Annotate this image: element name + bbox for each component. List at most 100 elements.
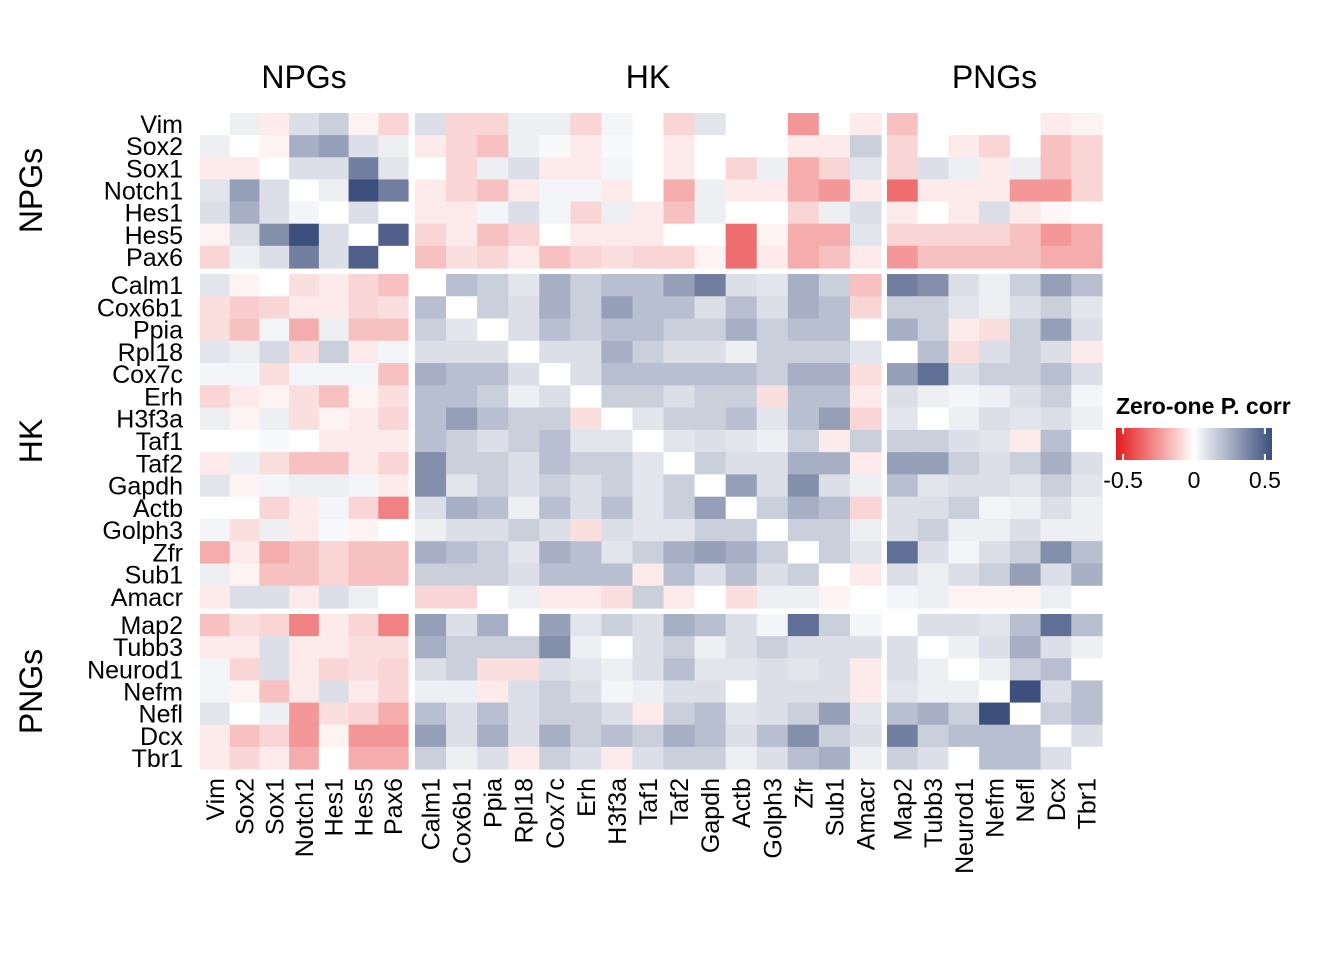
heatmap-cell (1071, 452, 1103, 475)
heatmap-cell (200, 296, 231, 320)
heatmap-cell (415, 157, 447, 181)
heatmap-cell (348, 201, 379, 225)
heatmap-cell (725, 518, 758, 542)
heatmap-cell (787, 496, 820, 520)
heatmap-cell (694, 702, 727, 726)
heatmap-cell (948, 541, 980, 565)
heatmap-cell (477, 452, 509, 475)
heatmap-cell (694, 429, 727, 453)
heatmap-cell (318, 563, 350, 587)
heatmap-cell (948, 429, 980, 453)
heatmap-cell (378, 496, 409, 520)
heatmap-cell (415, 680, 447, 704)
heatmap-cell (1040, 724, 1072, 748)
heatmap-cell (663, 245, 696, 269)
heatmap-cell (1009, 274, 1042, 297)
heatmap-cell (663, 179, 696, 203)
column-label: Cox6b1 (449, 778, 477, 864)
heatmap-cell (570, 636, 602, 659)
heatmap-cell (508, 541, 540, 565)
heatmap-cell (1009, 724, 1042, 748)
heatmap-cell (663, 541, 696, 565)
heatmap-cell (200, 340, 231, 364)
heatmap-cell (725, 724, 758, 748)
heatmap-cell (446, 702, 478, 726)
heatmap-cell (1071, 135, 1103, 158)
heatmap-cell (601, 452, 634, 475)
heatmap-cell (849, 496, 882, 520)
heatmap-cell (348, 636, 379, 659)
heatmap-cell (787, 245, 820, 269)
heatmap-cell (1071, 541, 1103, 565)
heatmap-cell (1071, 746, 1103, 770)
heatmap-cell (917, 385, 950, 409)
heatmap-cell (756, 274, 789, 297)
heatmap-cell (477, 496, 509, 520)
heatmap-cell (378, 245, 409, 269)
heatmap-cell (917, 680, 950, 704)
heatmap-cell (289, 563, 320, 587)
column-group-title: PNGs (952, 59, 1037, 95)
heatmap-cell (1009, 157, 1042, 181)
column-gene-labels: Vim Sox2 Sox1 Notch1 Hes1 Hes5 Pax6 Calm1 Cox6b1… (202, 778, 1102, 874)
column-label: Nefl (1012, 778, 1040, 822)
heatmap-cell (1040, 702, 1072, 726)
heatmap-cell (601, 340, 634, 364)
heatmap-cell (818, 474, 851, 498)
heatmap-cell (539, 724, 571, 748)
heatmap-cell (1071, 223, 1103, 247)
heatmap-cell (508, 474, 540, 498)
heatmap-cell (259, 385, 290, 409)
row-label: H3f3a (116, 406, 183, 434)
heatmap-cell (756, 563, 789, 587)
heatmap-cell (259, 702, 290, 726)
heatmap-cell (756, 113, 789, 136)
heatmap-cell (539, 518, 571, 542)
heatmap-cell (378, 135, 409, 158)
heatmap-cell (1040, 518, 1072, 542)
heatmap-cell (979, 135, 1011, 158)
column-label: H3f3a (604, 778, 632, 845)
heatmap-cell (508, 636, 540, 659)
heatmap-cell (887, 274, 919, 297)
heatmap-cell (318, 452, 350, 475)
heatmap-cell (229, 474, 261, 498)
heatmap-cell (917, 724, 950, 748)
row-label: Vim (140, 111, 183, 139)
heatmap-cell (1040, 496, 1072, 520)
heatmap-cell (849, 318, 882, 342)
column-label: Rpl18 (511, 778, 539, 843)
row-label: Nefm (123, 679, 183, 707)
heatmap-cell (229, 429, 261, 453)
heatmap-cell (979, 614, 1011, 637)
heatmap-cell (849, 113, 882, 136)
heatmap-cell (318, 746, 350, 770)
heatmap-cell (200, 585, 231, 609)
heatmap-cell (508, 452, 540, 475)
heatmap-cell (663, 614, 696, 637)
row-label: Map2 (120, 612, 183, 640)
heatmap-cell (849, 680, 882, 704)
heatmap-cell (948, 113, 980, 136)
heatmap-cell (756, 157, 789, 181)
heatmap-cell (259, 636, 290, 659)
heatmap-cell (948, 702, 980, 726)
heatmap-cell (849, 223, 882, 247)
heatmap-cell (663, 563, 696, 587)
heatmap-cell (539, 496, 571, 520)
heatmap-cell (694, 135, 727, 158)
heatmap-cell (787, 223, 820, 247)
heatmap-cell (259, 363, 290, 386)
heatmap-cell (849, 157, 882, 181)
heatmap-cell (229, 702, 261, 726)
heatmap-cell (601, 702, 634, 726)
heatmap-cell (663, 363, 696, 386)
heatmap-cell (477, 407, 509, 431)
heatmap-cell (849, 135, 882, 158)
heatmap-cell (1040, 385, 1072, 409)
heatmap-cell (601, 585, 634, 609)
heatmap-cell (1009, 296, 1042, 320)
heatmap-cell (415, 563, 447, 587)
heatmap-cell (787, 658, 820, 682)
heatmap-cell (787, 201, 820, 225)
